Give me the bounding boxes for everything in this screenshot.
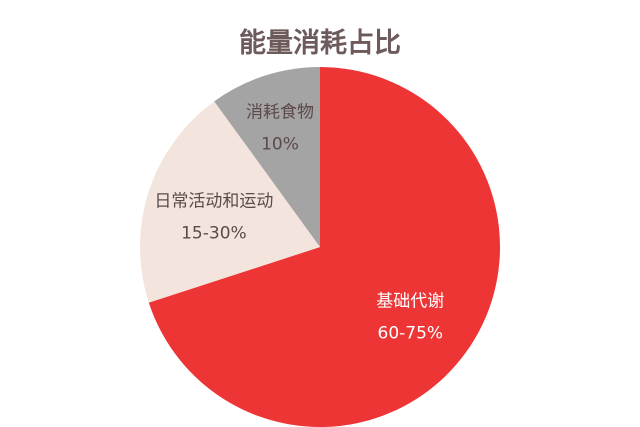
pie-slice-1 [148,67,500,427]
slice-value-1: 60-75% [378,324,444,344]
slice-value-2: 15-30% [181,224,247,244]
slice-value-3: 10% [261,135,299,155]
pie-slices [140,67,500,427]
pie-labels: 基础代谢 60-75% 日常活动和运动 15-30% 消耗食物 10% [154,103,444,344]
pie-slice-2 [140,101,320,303]
slice-label-2: 日常活动和运动 [154,192,273,212]
slice-label-3: 消耗食物 [246,103,314,123]
chart-title: 能量消耗占比 [239,27,401,59]
slice-label-1: 基础代谢 [376,292,444,312]
pie-slice-3 [214,67,320,247]
